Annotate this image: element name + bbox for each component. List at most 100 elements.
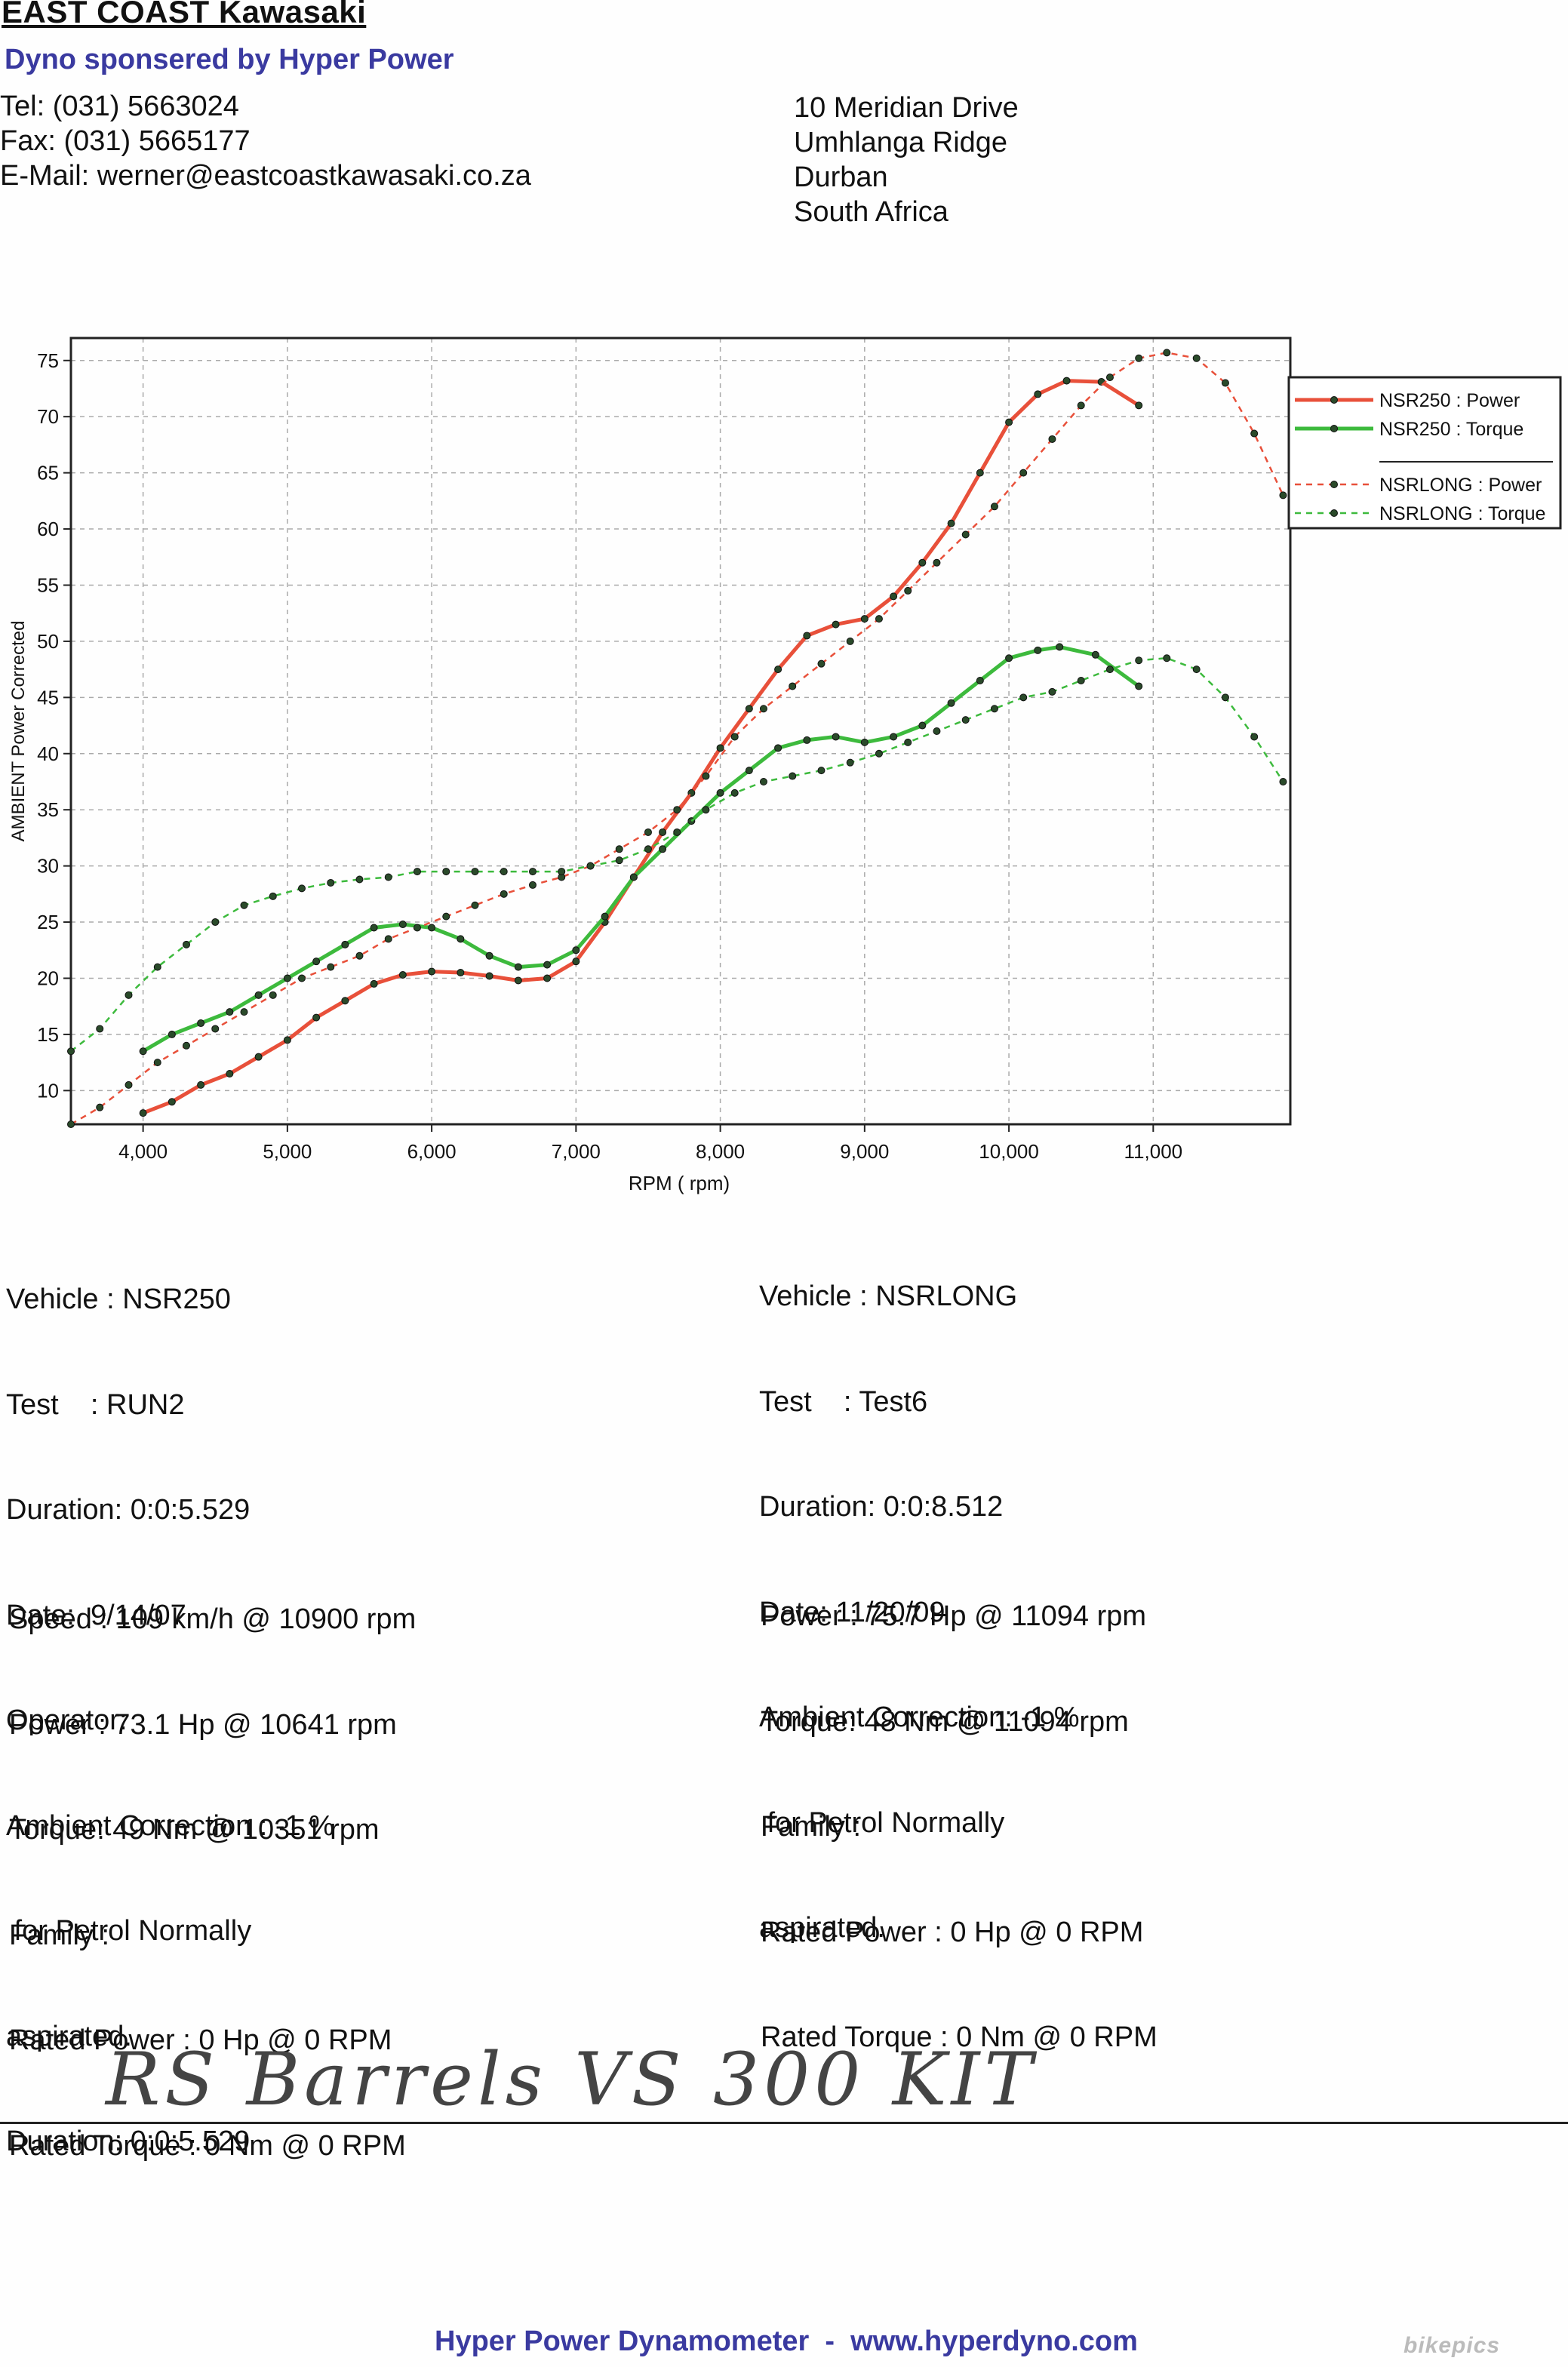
data-point-nsrlong-power xyxy=(297,974,306,982)
data-point-nsr250-torque xyxy=(774,744,782,752)
vehicle1-results: Speed : 109 km/h @ 10900 rpm Power : 73.… xyxy=(9,1532,416,2199)
y-tick-label: 35 xyxy=(37,798,59,821)
y-tick-label: 40 xyxy=(37,742,59,765)
data-point-nsr250-torque xyxy=(832,733,840,741)
vehicle1-info: Vehicle : NSR250 Test : RUN2 Duration: 0… xyxy=(6,1212,334,2194)
vehicle1-line: Duration: 0:0:5.529 xyxy=(6,2126,251,2157)
handwritten-note: RS Barrels VS 300 KIT xyxy=(106,2037,1038,2122)
y-tick-label: 65 xyxy=(37,462,59,484)
email-line: E-Mail: werner@eastcoastkawasaki.co.za xyxy=(0,160,531,192)
data-point-nsrlong-power xyxy=(1077,401,1085,410)
data-point-nsr250-power xyxy=(514,976,522,985)
data-point-nsr250-power xyxy=(543,974,552,982)
y-tick-label: 50 xyxy=(37,630,59,653)
address-line-3: Durban xyxy=(794,161,888,193)
data-point-nsr250-power xyxy=(1005,418,1013,426)
legend-marker xyxy=(1330,425,1338,432)
vehicle2-line: Test : Test6 xyxy=(759,1385,928,1418)
data-point-nsrlong-torque xyxy=(1077,677,1085,685)
data-point-nsrlong-power xyxy=(182,1041,190,1050)
vehicle2-line: Vehicle : NSRLONG xyxy=(759,1280,1018,1312)
vehicle1-line: aspirated. xyxy=(6,2020,132,2052)
data-point-nsr250-power xyxy=(659,828,667,836)
vehicle1-result: Power : 73.1 Hp @ 10641 rpm xyxy=(9,1708,397,1741)
data-point-nsr250-torque xyxy=(629,873,638,881)
data-point-nsrlong-torque xyxy=(558,868,566,876)
data-point-nsrlong-power xyxy=(269,991,277,999)
data-point-nsr250-torque xyxy=(860,738,869,746)
data-point-nsrlong-torque xyxy=(500,868,508,876)
data-point-nsrlong-power xyxy=(846,637,854,645)
legend-marker xyxy=(1330,481,1338,488)
data-point-nsr250-power xyxy=(572,958,580,966)
data-point-nsr250-torque xyxy=(398,921,407,929)
plot-frame xyxy=(69,337,1292,1126)
data-point-nsrlong-torque xyxy=(1135,656,1143,665)
chart-legend: NSR250 : Power NSR250 : Torque NSRLONG : P… xyxy=(1287,376,1562,530)
vehicle1-result: Rated Torque : 0 Nm @ 0 RPM xyxy=(9,2129,406,2162)
legend-label: NSRLONG : Power xyxy=(1379,475,1542,496)
data-point-nsr250-power xyxy=(197,1081,205,1089)
vehicle2-line: Ambient Correction: -1 % xyxy=(759,1701,1080,1733)
data-point-nsrlong-torque xyxy=(125,991,133,999)
data-point-nsrlong-torque xyxy=(67,1047,75,1056)
x-tick-label: 4,000 xyxy=(118,1140,168,1163)
company-title: EAST COAST Kawasaki xyxy=(2,0,367,29)
x-tick-label: 6,000 xyxy=(407,1140,457,1163)
data-point-nsrlong-power xyxy=(125,1081,133,1089)
data-point-nsr250-torque xyxy=(514,963,522,971)
data-point-nsrlong-power xyxy=(96,1103,104,1111)
vehicle2-line: for Petrol Normally xyxy=(759,1806,1005,1839)
data-point-nsr250-power xyxy=(485,972,493,980)
data-point-nsrlong-torque xyxy=(817,767,826,775)
tel-line: Tel: (031) 5663024 xyxy=(0,91,239,122)
x-tick-labels: 4,000 5,000 6,000 7,000 8,000 9,000 10,000 11,0… xyxy=(118,1140,1182,1163)
data-point-nsrlong-torque xyxy=(211,918,220,927)
vehicle2-line: Duration: 0:0:8.512 xyxy=(759,1491,1004,1523)
data-point-nsr250-power xyxy=(428,967,436,976)
vehicle1-line: Test : RUN2 xyxy=(6,1388,185,1421)
vehicle2-result: Family : xyxy=(761,1811,861,1843)
series-line-nsr250-torque xyxy=(142,644,1140,1053)
data-point-nsr250-torque xyxy=(947,699,955,707)
y-tick-label: 15 xyxy=(37,1023,59,1046)
data-point-nsr250-power xyxy=(832,620,840,629)
grid-lines xyxy=(63,338,1290,1132)
data-point-nsr250-power xyxy=(1135,401,1143,410)
data-point-nsrlong-power xyxy=(355,951,364,960)
data-point-nsrlong-power xyxy=(528,881,537,889)
data-point-nsrlong-power xyxy=(327,963,335,971)
data-point-nsr250-torque xyxy=(485,951,493,960)
data-point-nsr250-power xyxy=(312,1013,321,1022)
vehicle1-result: Rated Power : 0 Hp @ 0 RPM xyxy=(9,2024,392,2056)
data-point-nsrlong-power xyxy=(153,1059,161,1067)
y-tick-label: 70 xyxy=(37,405,59,428)
vehicle2-result: Power : 75.7 Hp @ 11094 rpm xyxy=(761,1600,1147,1632)
data-point-nsr250-torque xyxy=(254,991,263,999)
legend-label: NSR250 : Torque xyxy=(1379,419,1523,440)
data-point-nsr250-torque xyxy=(1056,643,1064,651)
x-axis-label: RPM ( rpm) xyxy=(629,1172,730,1194)
y-tick-label: 75 xyxy=(37,349,59,372)
address-line-4: South Africa xyxy=(794,196,948,228)
data-point-nsrlong-torque xyxy=(904,738,912,746)
address-line-2: Umhlanga Ridge xyxy=(794,127,1008,158)
data-point-nsrlong-power xyxy=(413,924,421,932)
series-line-nsrlong-power xyxy=(70,352,1284,1126)
vehicle2-info: Vehicle : NSRLONG Test : Test6 Duration:… xyxy=(759,1209,1080,1981)
vehicle2-line: Date: 11/20/09 xyxy=(759,1596,945,1628)
data-point-nsrlong-torque xyxy=(702,806,710,814)
vehicle1-result: Family : xyxy=(9,1919,109,1951)
data-point-nsrlong-torque xyxy=(96,1025,104,1033)
data-point-nsr250-power xyxy=(803,632,811,640)
data-point-nsrlong-power xyxy=(1105,373,1114,382)
y-tick-label: 30 xyxy=(37,855,59,878)
data-point-nsrlong-torque xyxy=(1105,666,1114,674)
data-point-nsrlong-torque xyxy=(355,875,364,884)
data-point-nsrlong-torque xyxy=(1048,687,1056,696)
data-point-nsrlong-power xyxy=(500,890,508,898)
data-point-nsrlong-power xyxy=(1135,354,1143,362)
data-point-nsrlong-power xyxy=(904,586,912,595)
y-tick-label: 20 xyxy=(37,967,59,989)
data-point-nsrlong-torque xyxy=(182,940,190,948)
